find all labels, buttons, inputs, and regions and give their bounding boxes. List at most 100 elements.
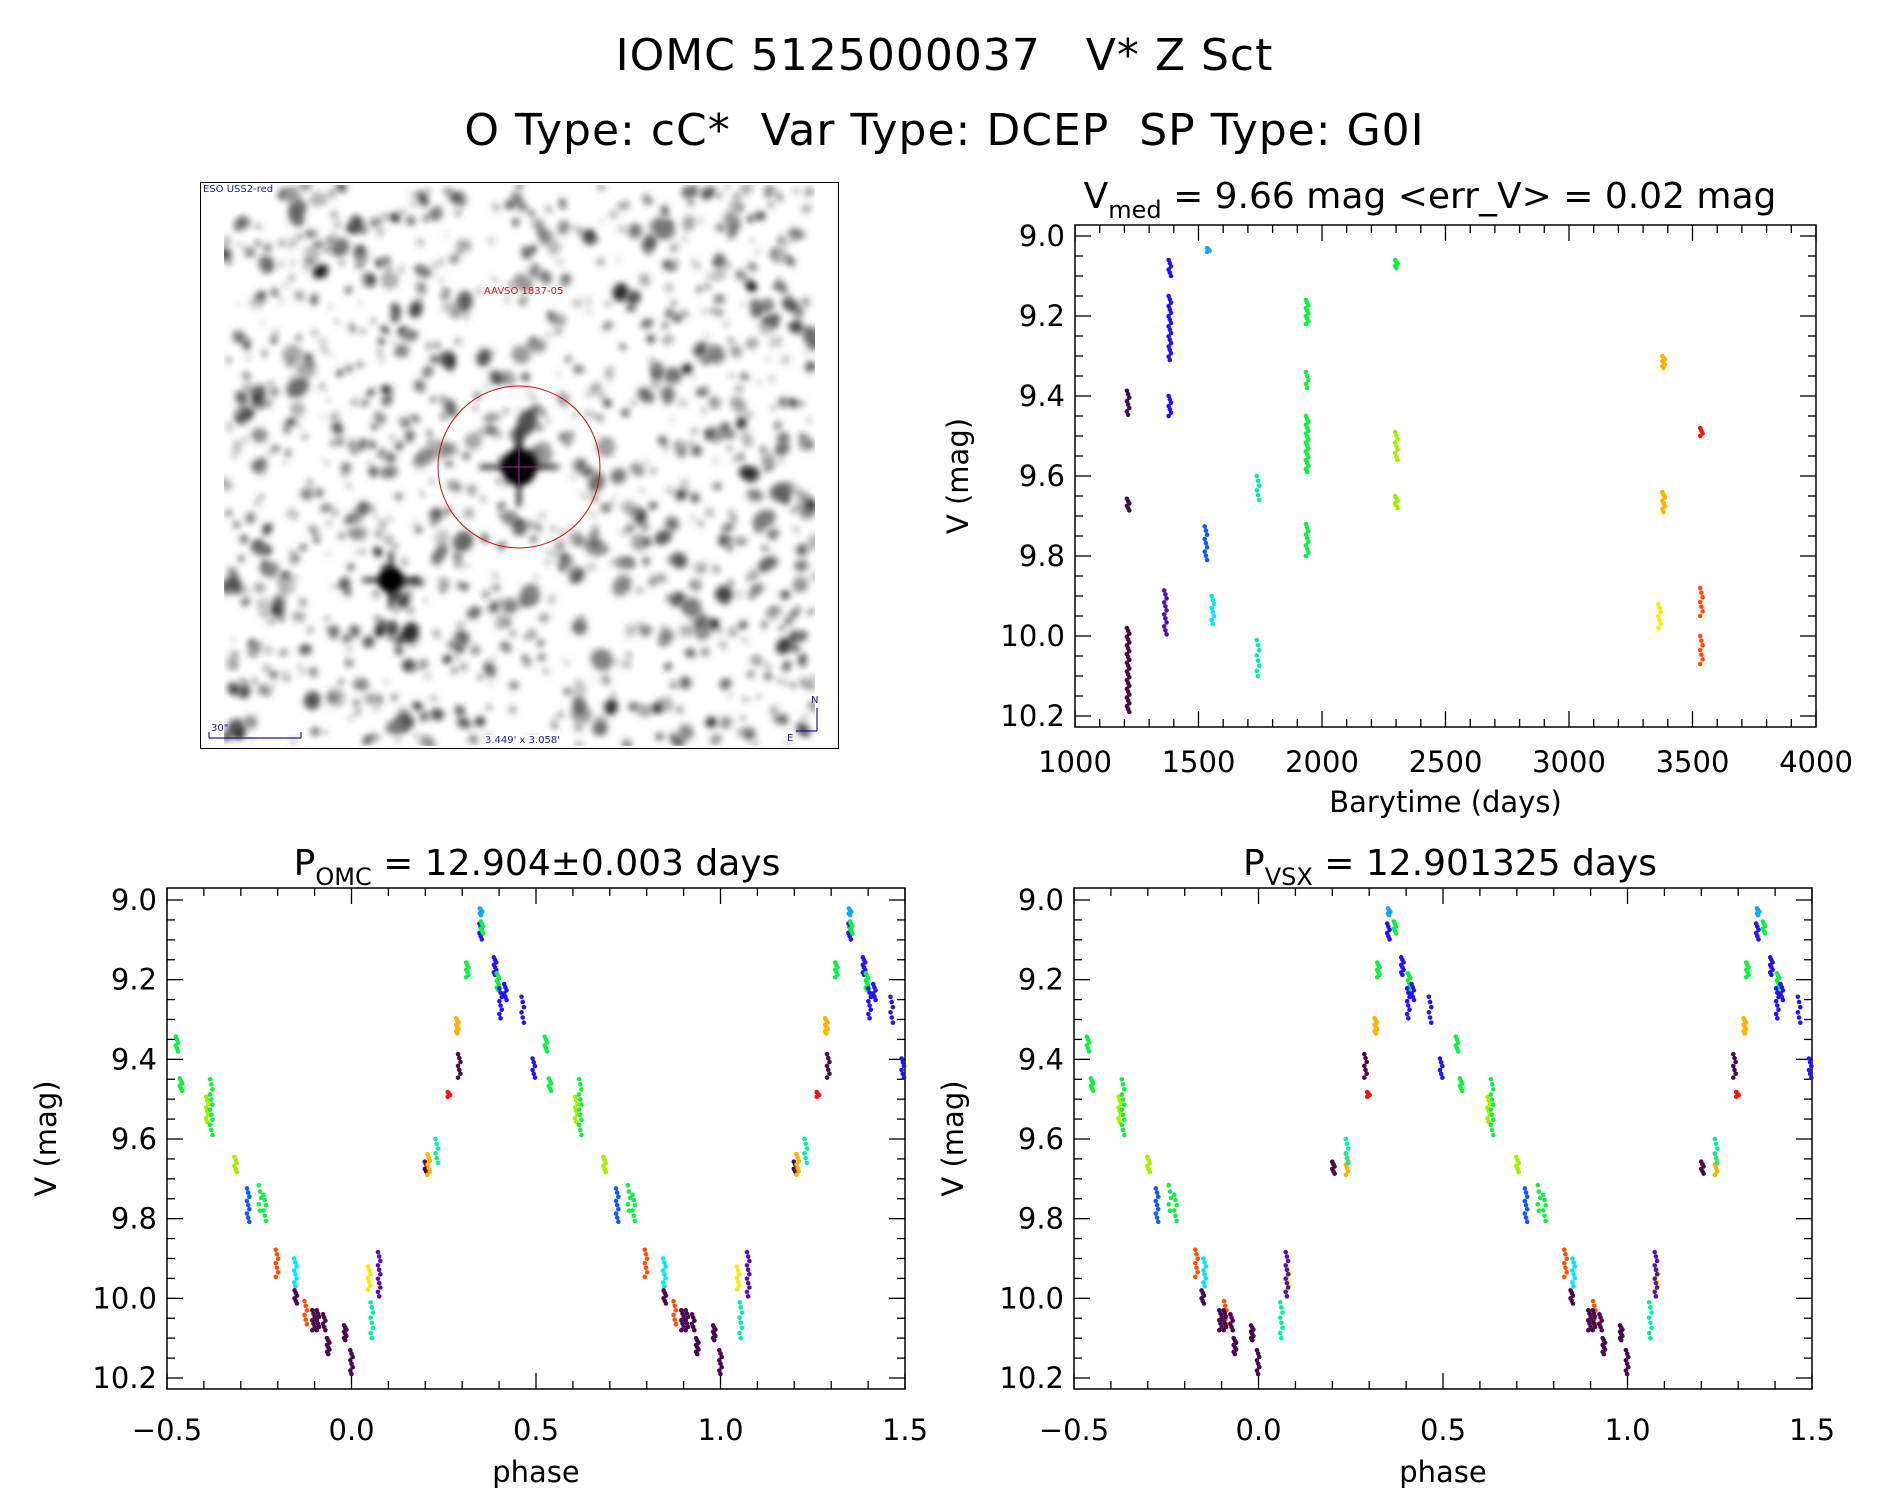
data-point: [1733, 1094, 1739, 1100]
data-point: [663, 1301, 669, 1306]
y-tick-label: 9.8: [1019, 539, 1065, 573]
data-point: [1392, 450, 1398, 456]
data-point: [1652, 1276, 1658, 1281]
data-point: [832, 974, 838, 980]
data-point: [1762, 931, 1768, 936]
data-point: [1364, 1059, 1370, 1065]
data-point: [1306, 528, 1311, 534]
data-point: [1440, 1063, 1445, 1069]
data-point: [1167, 1208, 1173, 1213]
data-point: [745, 1267, 751, 1273]
data-point: [603, 1169, 609, 1175]
data-point: [350, 1354, 356, 1360]
data-point: [1732, 1055, 1737, 1061]
data-point: [1256, 497, 1262, 503]
data-point: [685, 1324, 691, 1330]
data-point: [1277, 1315, 1283, 1320]
data-point: [685, 1314, 691, 1320]
data-point: [1163, 592, 1168, 597]
data-point: [642, 1247, 648, 1253]
data-point: [1153, 1198, 1159, 1204]
data-point: [293, 1284, 298, 1289]
data-point: [1714, 1160, 1720, 1166]
data-point: [520, 1015, 526, 1020]
data-point: [1490, 1102, 1496, 1107]
data-point: [614, 1215, 620, 1220]
data-point: [1626, 1354, 1631, 1360]
data-point: [1164, 620, 1169, 625]
data-point: [1524, 1207, 1530, 1212]
data-point: [1303, 369, 1309, 375]
data-point: [1332, 1171, 1337, 1176]
data-point: [795, 1165, 800, 1171]
data-point: [378, 1258, 383, 1264]
data-point: [1649, 1310, 1654, 1315]
data-point: [1522, 1211, 1528, 1216]
data-point: [1773, 1011, 1779, 1017]
data-point: [643, 1265, 649, 1271]
data-point: [1171, 1208, 1177, 1213]
data-point: [718, 1371, 723, 1377]
data-point: [1306, 550, 1311, 555]
data-point: [613, 1198, 619, 1204]
data-point: [850, 931, 855, 936]
data-point: [663, 1264, 668, 1269]
data-point: [1256, 483, 1262, 488]
data-point: [1202, 1284, 1207, 1289]
data-point: [1661, 509, 1666, 515]
data-point: [458, 1071, 463, 1077]
data-point: [1406, 1016, 1411, 1021]
data-point: [1216, 1327, 1222, 1333]
data-point: [577, 1082, 583, 1087]
data-point: [1646, 1330, 1652, 1336]
data-point: [376, 1267, 382, 1273]
data-point: [1374, 974, 1380, 980]
data-point: [1153, 1211, 1159, 1216]
data-point: [1209, 605, 1214, 611]
data-point: [1535, 1182, 1541, 1188]
data-point: [378, 1285, 383, 1290]
data-point: [1193, 1247, 1198, 1253]
data-point: [744, 1249, 750, 1255]
data-point: [244, 1198, 250, 1204]
data-point: [309, 1327, 315, 1333]
data-point: [262, 1213, 268, 1219]
data-point: [456, 1055, 462, 1061]
data-point: [1426, 994, 1432, 1000]
data-point: [747, 1285, 752, 1290]
data-point: [719, 1354, 724, 1360]
data-point: [1256, 663, 1262, 669]
data-point: [375, 1289, 381, 1295]
data-point: [435, 1146, 441, 1151]
target-circle: [437, 385, 601, 549]
data-point: [794, 1162, 799, 1167]
data-point: [1796, 1015, 1802, 1020]
data-point: [275, 1256, 281, 1262]
data-point: [866, 986, 871, 991]
data-point: [258, 1195, 264, 1201]
data-point: [273, 1260, 279, 1266]
data-point: [207, 1076, 213, 1082]
data-point: [425, 1172, 430, 1178]
data-point: [521, 1004, 527, 1010]
data-point: [795, 1155, 800, 1160]
data-point: [630, 1208, 635, 1213]
data-point: [1283, 1263, 1289, 1268]
data-point: [848, 937, 854, 942]
data-point: [1306, 539, 1311, 545]
data-point: [890, 1020, 896, 1025]
data-point: [375, 1263, 381, 1268]
data-point: [1210, 621, 1216, 627]
data-point: [1120, 1082, 1126, 1087]
plot-0: 1000 1500 2000 2500 3000 3500 4000 9.0 9.2 9.4 9.6…: [941, 176, 1853, 819]
data-point: [498, 1016, 503, 1021]
data-point: [1697, 633, 1703, 639]
data-point: [245, 1202, 251, 1208]
data-point: [210, 1102, 215, 1107]
data-point: [1522, 1198, 1528, 1204]
data-point: [824, 1031, 829, 1036]
data-point: [1756, 927, 1761, 933]
data-point: [1795, 1010, 1801, 1015]
data-point: [1209, 593, 1214, 599]
